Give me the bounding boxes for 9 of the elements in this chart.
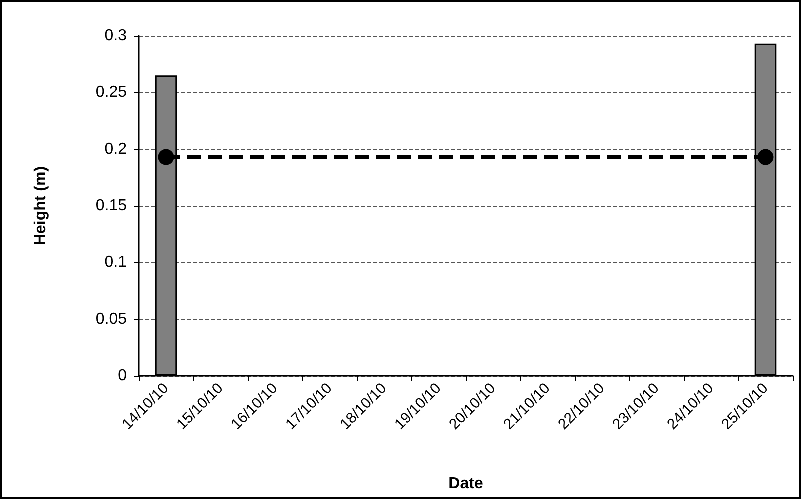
y-tick-label: 0.25 [96,84,128,102]
y-tick-label: 0.05 [96,310,128,328]
y-tick-label: 0.1 [104,254,128,272]
y-tick-label: 0 [118,368,128,384]
x-axis-title: Date [448,476,484,492]
y-tick-label: 0.15 [96,198,128,214]
y-axis-title: Height (m) [32,166,50,246]
y-tick-label: 0.3 [104,28,128,44]
y-tick-label: 0.2 [104,140,128,158]
